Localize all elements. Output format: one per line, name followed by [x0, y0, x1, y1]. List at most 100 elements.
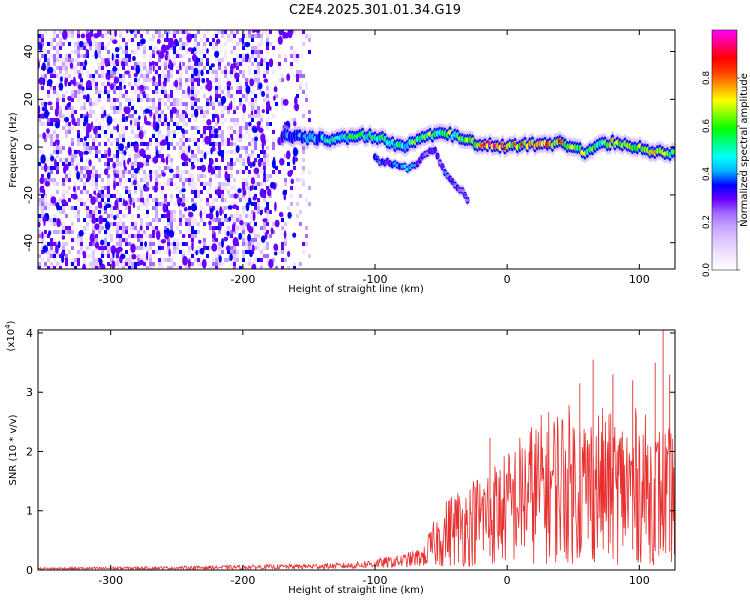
- noise-cell: [197, 34, 200, 38]
- noise-cell: [266, 174, 269, 178]
- noise-cell: [113, 150, 116, 154]
- noise-cell: [170, 174, 173, 178]
- noise-cell: [128, 258, 131, 262]
- noise-cell: [116, 258, 119, 262]
- noise-cell: [263, 226, 266, 230]
- noise-cell: [77, 186, 80, 190]
- noise-cell: [104, 82, 107, 86]
- noise-cell: [275, 258, 278, 262]
- noise-cell: [149, 166, 152, 170]
- noise-cell: [227, 122, 230, 126]
- noise-cell: [146, 142, 149, 146]
- noise-cell: [251, 34, 254, 38]
- noise-cell: [206, 146, 209, 150]
- noise-cell: [227, 146, 230, 150]
- noise-cell: [128, 98, 131, 102]
- noise-speckle: [232, 61, 237, 69]
- noise-cell: [239, 54, 242, 58]
- noise-cell: [245, 250, 248, 254]
- noise-cell: [209, 30, 212, 34]
- noise-cell: [125, 186, 128, 190]
- noise-cell: [128, 38, 131, 42]
- noise-cell: [131, 258, 134, 262]
- noise-cell: [233, 34, 236, 38]
- noise-cell: [47, 126, 50, 130]
- noise-cell: [83, 74, 86, 78]
- noise-cell: [155, 110, 158, 114]
- noise-cell: [236, 130, 239, 134]
- noise-cell: [56, 94, 59, 98]
- noise-cell: [239, 82, 242, 86]
- noise-cell: [215, 122, 218, 126]
- noise-cell: [203, 74, 206, 78]
- noise-cell: [248, 134, 251, 138]
- noise-cell: [149, 142, 152, 146]
- noise-cell: [53, 70, 56, 74]
- noise-cell: [188, 74, 191, 78]
- noise-speckle: [157, 105, 160, 111]
- noise-speckle: [144, 241, 148, 247]
- noise-speckle: [86, 80, 92, 89]
- noise-cell: [140, 198, 143, 202]
- noise-cell: [77, 50, 80, 54]
- noise-cell: [56, 46, 59, 50]
- noise-cell: [305, 258, 308, 262]
- noise-cell: [212, 46, 215, 50]
- noise-cell: [239, 58, 242, 62]
- noise-speckle: [79, 40, 84, 48]
- noise-cell: [188, 190, 191, 194]
- noise-cell: [167, 106, 170, 110]
- noise-cell: [191, 102, 194, 106]
- noise-cell: [245, 106, 248, 110]
- noise-cell: [92, 214, 95, 218]
- noise-speckle: [254, 30, 261, 33]
- noise-cell: [98, 106, 101, 110]
- noise-cell: [260, 50, 263, 54]
- noise-cell: [257, 206, 260, 210]
- noise-cell: [299, 262, 302, 266]
- noise-cell: [44, 138, 47, 142]
- noise-cell: [131, 66, 134, 70]
- noise-cell: [152, 110, 155, 114]
- noise-cell: [161, 246, 164, 250]
- noise-cell: [179, 30, 182, 34]
- noise-cell: [104, 102, 107, 106]
- noise-cell: [134, 198, 137, 202]
- noise-cell: [272, 174, 275, 178]
- noise-cell: [74, 230, 77, 234]
- noise-cell: [161, 258, 164, 262]
- noise-cell: [113, 106, 116, 110]
- noise-speckle: [85, 48, 89, 57]
- noise-cell: [77, 42, 80, 46]
- noise-cell: [77, 154, 80, 158]
- noise-cell: [131, 126, 134, 130]
- noise-cell: [155, 202, 158, 206]
- noise-cell: [59, 230, 62, 234]
- noise-cell: [65, 90, 68, 94]
- noise-cell: [194, 106, 197, 110]
- noise-cell: [143, 98, 146, 102]
- noise-cell: [188, 30, 191, 34]
- noise-cell: [197, 206, 200, 210]
- noise-cell: [44, 78, 47, 82]
- noise-cell: [275, 166, 278, 170]
- noise-cell: [203, 182, 206, 186]
- noise-cell: [143, 114, 146, 118]
- noise-cell: [149, 202, 152, 206]
- noise-cell: [191, 210, 194, 214]
- noise-cell: [140, 174, 143, 178]
- noise-cell: [197, 218, 200, 222]
- noise-cell: [281, 66, 284, 70]
- noise-cell: [119, 62, 122, 66]
- noise-cell: [62, 138, 65, 142]
- noise-cell: [86, 134, 89, 138]
- noise-cell: [59, 242, 62, 246]
- noise-cell: [140, 178, 143, 182]
- noise-cell: [197, 242, 200, 246]
- noise-cell: [227, 194, 230, 198]
- noise-cell: [206, 70, 209, 74]
- noise-cell: [179, 118, 182, 122]
- noise-cell: [107, 142, 110, 146]
- noise-cell: [281, 246, 284, 250]
